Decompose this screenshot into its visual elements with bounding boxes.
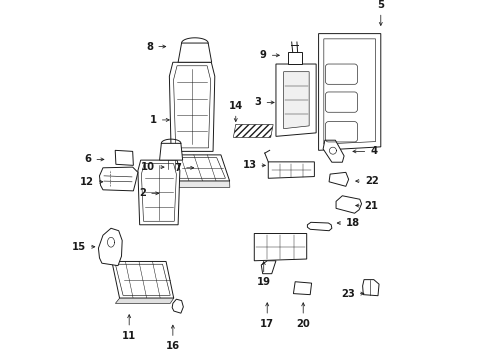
Text: 16: 16 [165,325,180,351]
Polygon shape [323,140,344,162]
Text: 18: 18 [337,218,360,228]
Text: 9: 9 [260,50,279,60]
Text: 13: 13 [242,160,265,170]
Text: 10: 10 [141,162,163,172]
Text: 8: 8 [146,41,165,51]
Polygon shape [112,261,173,298]
Polygon shape [283,72,308,129]
Polygon shape [138,160,180,225]
Text: 4: 4 [352,147,377,156]
Text: 21: 21 [355,201,378,211]
Polygon shape [254,234,306,261]
Text: 5: 5 [377,0,384,26]
Text: 12: 12 [80,177,102,187]
Polygon shape [166,155,229,181]
Polygon shape [328,172,348,186]
Text: 23: 23 [340,289,363,298]
Text: 3: 3 [254,98,273,107]
Polygon shape [98,228,122,266]
Text: 7: 7 [174,163,193,173]
Polygon shape [99,167,138,191]
Polygon shape [275,64,315,136]
Polygon shape [159,143,183,160]
Text: 1: 1 [149,115,169,125]
Polygon shape [335,196,361,213]
Polygon shape [293,282,311,294]
Polygon shape [169,62,214,152]
Polygon shape [178,43,211,62]
Polygon shape [233,125,273,138]
Polygon shape [287,53,302,64]
Text: 17: 17 [260,303,274,329]
Text: 22: 22 [355,176,378,186]
Text: 14: 14 [228,100,243,122]
Text: 19: 19 [256,262,270,287]
Polygon shape [115,150,133,165]
Text: 11: 11 [122,315,136,341]
Polygon shape [362,280,378,296]
Polygon shape [318,33,380,150]
Polygon shape [115,298,173,303]
Text: 15: 15 [72,242,95,252]
Text: 20: 20 [296,303,309,329]
Polygon shape [268,162,314,178]
Polygon shape [172,299,183,313]
Text: 2: 2 [139,188,159,198]
Polygon shape [261,261,275,274]
Polygon shape [171,181,229,187]
Polygon shape [307,222,331,231]
Text: 6: 6 [84,154,103,165]
